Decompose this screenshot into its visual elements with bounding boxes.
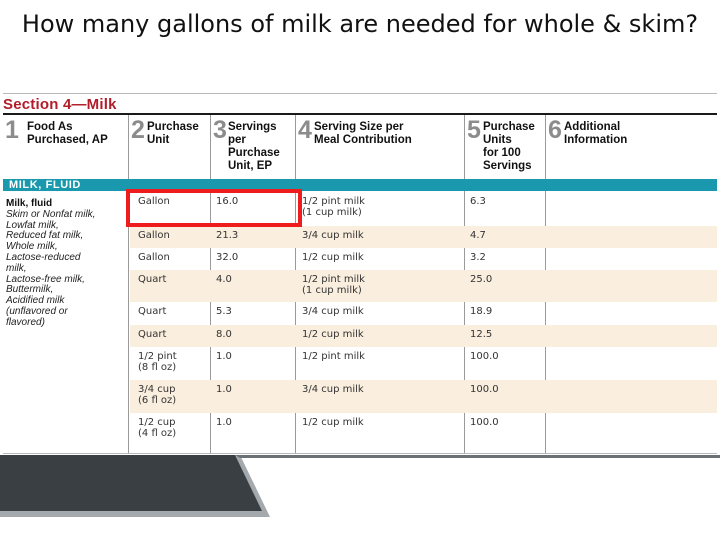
servings-cell: 1.0	[216, 384, 232, 395]
column-number: 3	[213, 116, 227, 144]
purchase-unit-cell: Quart	[138, 274, 167, 285]
serving-size-cell: 1/2 cup milk	[302, 417, 364, 428]
servings-cell: 1.0	[216, 351, 232, 362]
serving-size-cell: 1/2 pint milk	[302, 351, 365, 362]
servings-cell: 8.0	[216, 329, 232, 340]
purchase-unit-cell: Quart	[138, 329, 167, 340]
table-row: Gallon 16.0 1/2 pint milk (1 cup milk) 6.3	[130, 192, 717, 226]
units-for-100-cell: 100.0	[470, 351, 499, 362]
servings-cell: 32.0	[216, 252, 239, 263]
units-for-100-cell: 25.0	[470, 274, 493, 285]
food-line: Lactose-reduced	[6, 251, 81, 263]
food-line: Acidified milk	[6, 295, 65, 307]
purchase-unit-cell: Quart	[138, 306, 167, 317]
section-title: Section 4—Milk	[3, 96, 117, 113]
servings-cell: 21.3	[216, 230, 239, 241]
food-line: Buttermilk,	[6, 284, 54, 296]
servings-cell: 16.0	[216, 196, 239, 207]
slide-decoration-bar	[0, 455, 720, 517]
food-line: milk,	[6, 262, 27, 274]
column-divider	[128, 115, 129, 453]
column-header: 1 Food As Purchased, AP	[3, 116, 128, 198]
table-row: Quart 8.0 1/2 cup milk 12.5	[130, 325, 717, 347]
purchase-unit-cell: Gallon	[138, 230, 170, 241]
column-header: 4 Serving Size per Meal Contribution	[296, 116, 464, 198]
column-number: 2	[131, 116, 145, 144]
purchase-unit-cell: Gallon	[138, 252, 170, 263]
column-number: 4	[298, 116, 312, 144]
serving-size-cell: 1/2 pint milk (1 cup milk)	[302, 274, 365, 296]
purchase-unit-cell: 1/2 pint (8 fl oz)	[138, 351, 177, 373]
column-number: 5	[467, 116, 481, 144]
units-for-100-cell: 6.3	[470, 196, 486, 207]
serving-size-cell: 3/4 cup milk	[302, 230, 364, 241]
column-label: Additional Information	[564, 121, 628, 146]
decor-thin-line	[235, 455, 720, 458]
column-header: 5 Purchase Units for 100 Servings	[465, 116, 545, 198]
column-label: Servings per Purchase Unit, EP	[228, 121, 280, 172]
units-for-100-cell: 3.2	[470, 252, 486, 263]
food-line: Lowfat milk,	[6, 219, 59, 231]
table-row: Gallon 21.3 3/4 cup milk 4.7	[130, 226, 717, 248]
purchase-unit-cell: Gallon	[138, 196, 170, 207]
bottom-divider	[3, 453, 717, 454]
serving-size-cell: 3/4 cup milk	[302, 384, 364, 395]
food-line: Lactose-free milk,	[6, 273, 85, 285]
food-description: Milk, fluid Skim or Nonfat milk, Lowfat m…	[6, 198, 131, 329]
food-line: Skim or Nonfat milk,	[6, 208, 96, 220]
usda-table-image: Section 4—Milk 1 Food As Purchased, AP 2 Pur…	[3, 93, 717, 455]
column-header: 6 Additional Information	[546, 116, 717, 198]
servings-cell: 4.0	[216, 274, 232, 285]
table-row: 3/4 cup (6 fl oz) 1.0 3/4 cup milk 100.0	[130, 380, 717, 413]
units-for-100-cell: 12.5	[470, 329, 493, 340]
column-header: 2 Purchase Unit	[129, 116, 210, 198]
column-label: Food As Purchased, AP	[27, 121, 108, 146]
column-number: 1	[5, 116, 19, 144]
purchase-unit-cell: 1/2 cup (4 fl oz)	[138, 417, 177, 439]
column-label: Serving Size per Meal Contribution	[314, 121, 412, 146]
table-row: Quart 4.0 1/2 pint milk (1 cup milk) 25.0	[130, 270, 717, 302]
units-for-100-cell: 4.7	[470, 230, 486, 241]
serving-size-cell: 1/2 cup milk	[302, 329, 364, 340]
food-line: flavored)	[6, 316, 45, 328]
table-row: 1/2 pint (8 fl oz) 1.0 1/2 pint milk 100.0	[130, 347, 717, 380]
table-row: 1/2 cup (4 fl oz) 1.0 1/2 cup milk 100.0	[130, 413, 717, 453]
food-line: Whole milk,	[6, 241, 58, 253]
table-row: Quart 5.3 3/4 cup milk 18.9	[130, 302, 717, 325]
section-rule	[3, 113, 717, 115]
servings-cell: 5.3	[216, 306, 232, 317]
units-for-100-cell: 18.9	[470, 306, 493, 317]
units-for-100-cell: 100.0	[470, 384, 499, 395]
units-for-100-cell: 100.0	[470, 417, 499, 428]
category-band-label: MILK, FLUID	[9, 179, 81, 191]
food-title: Milk, fluid	[6, 198, 53, 209]
servings-cell: 1.0	[216, 417, 232, 428]
highlight-box	[126, 189, 302, 227]
table-row: Gallon 32.0 1/2 cup milk 3.2	[130, 248, 717, 270]
serving-size-cell: 1/2 cup milk	[302, 252, 364, 263]
column-label: Purchase Unit	[147, 121, 199, 146]
decor-dark-band	[0, 455, 262, 511]
column-number: 6	[548, 116, 562, 144]
food-line: (unflavored or	[6, 305, 68, 317]
column-label: Purchase Units for 100 Servings	[483, 121, 535, 172]
purchase-unit-cell: 3/4 cup (6 fl oz)	[138, 384, 177, 406]
column-header: 3 Servings per Purchase Unit, EP	[211, 116, 295, 198]
serving-size-cell: 3/4 cup milk	[302, 306, 364, 317]
food-line: Reduced fat milk,	[6, 230, 84, 242]
serving-size-cell: 1/2 pint milk (1 cup milk)	[302, 196, 365, 218]
slide-title: How many gallons of milk are needed for …	[21, 10, 699, 38]
top-divider	[3, 93, 717, 94]
category-band	[3, 179, 717, 191]
